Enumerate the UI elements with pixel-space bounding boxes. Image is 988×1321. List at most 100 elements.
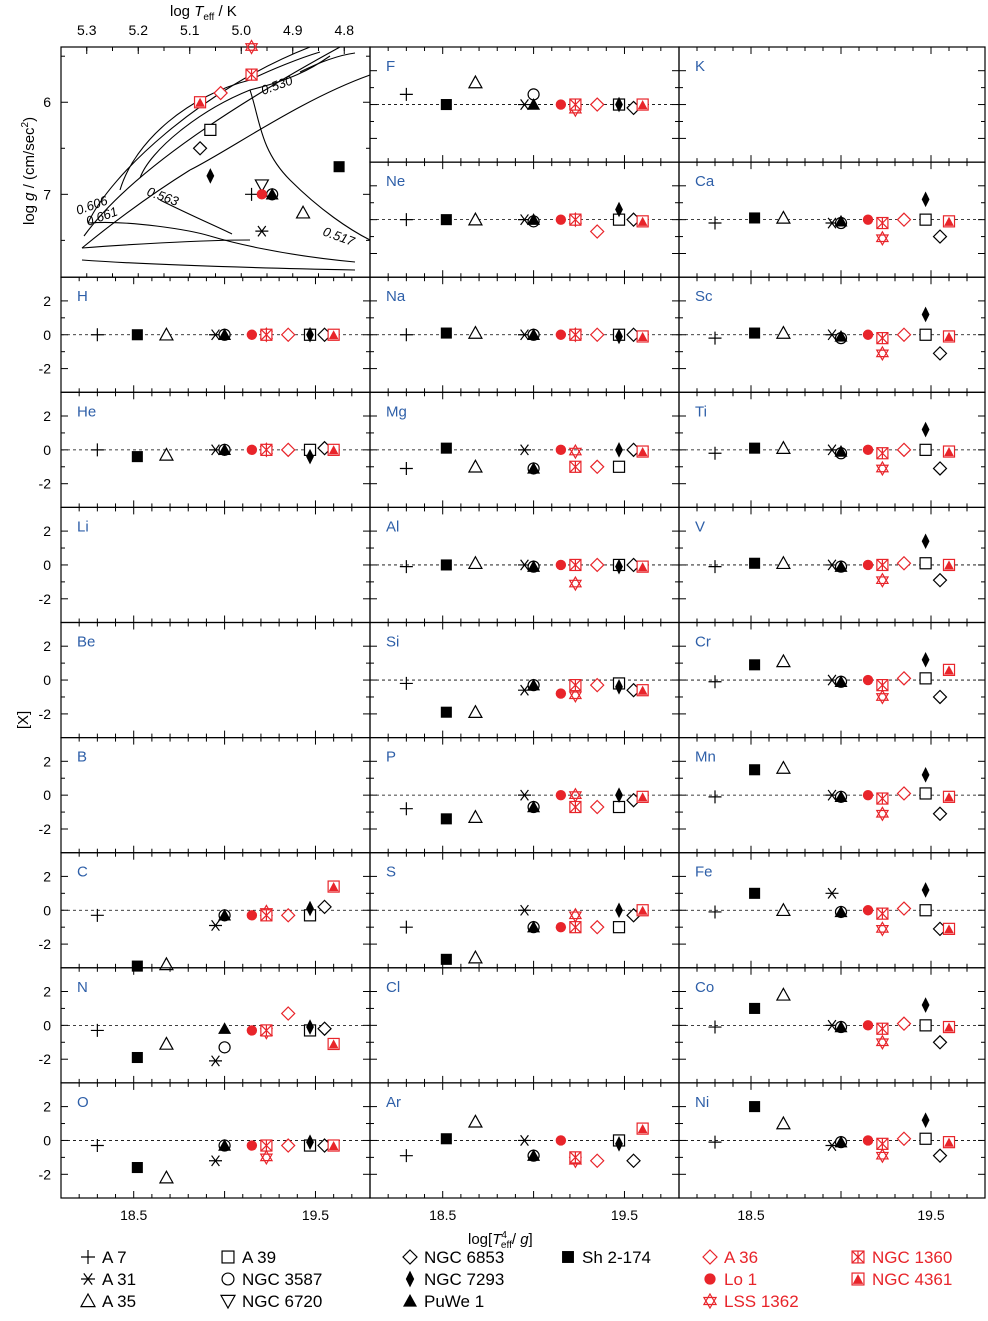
- point-a-7: [90, 1139, 104, 1153]
- point-ngc-4361: [942, 663, 956, 677]
- element-label: Mn: [695, 749, 716, 766]
- point-lo-1: [246, 444, 258, 456]
- panel-li: Li 2 0 -2: [39, 506, 371, 624]
- panel-ca: Ca: [678, 161, 986, 278]
- point-a-31: [518, 1134, 531, 1147]
- point-a-7: [708, 216, 722, 230]
- legend-item-ngc-6853: NGC 6853: [402, 1248, 504, 1267]
- legend-symbol: [403, 1294, 417, 1307]
- point-lo-1: [555, 99, 567, 110]
- point-puwe-1: [834, 560, 848, 572]
- point-ngc-4361: [327, 880, 340, 893]
- point-sh-2-174: [131, 960, 143, 972]
- point-a-31: [518, 904, 531, 916]
- point-a-31: [518, 444, 531, 456]
- point-a-35: [467, 1114, 483, 1128]
- point-lo-1: [862, 214, 874, 225]
- panel-f: F: [369, 46, 680, 163]
- point-lo-1: [555, 329, 567, 340]
- hr-point-a-31: [255, 225, 269, 237]
- top-tick-label: 4.8: [335, 22, 355, 38]
- point-sh-2-174: [440, 953, 452, 965]
- legend-symbol: [79, 1292, 97, 1308]
- element-label: Na: [386, 288, 406, 305]
- hr-point-ngc-7293: [206, 168, 215, 184]
- point-lss-1362: [568, 575, 583, 592]
- point-a-36: [589, 799, 605, 815]
- legend-item-ngc-4361: NGC 4361: [851, 1270, 952, 1289]
- point-ngc-4361: [327, 1037, 340, 1051]
- legend-item-lo-1: Lo 1: [704, 1270, 757, 1289]
- point-sh-2-174: [131, 1051, 143, 1064]
- panel-cr: Cr: [678, 621, 986, 739]
- point-a-36: [896, 327, 912, 343]
- point-a-7: [708, 790, 722, 804]
- point-a-7: [399, 560, 413, 574]
- point-lss-1362: [568, 787, 583, 803]
- point-a-36: [896, 1016, 912, 1032]
- point-ngc-4361: [636, 684, 649, 697]
- element-label: Ni: [695, 1094, 709, 1111]
- point-lss-1362: [875, 345, 890, 362]
- point-a-36: [896, 786, 912, 801]
- point-ngc-1360: [876, 792, 889, 805]
- x-tick-label: 18.5: [429, 1207, 456, 1223]
- track-label: 0.530: [259, 72, 295, 97]
- legend-item-sh-2-174: Sh 2-174: [562, 1248, 651, 1267]
- point-sh-2-174: [749, 327, 761, 339]
- point-a-35: [467, 949, 483, 964]
- legend-symbol: [851, 1250, 865, 1264]
- element-label: He: [77, 403, 96, 420]
- point-ngc-4361: [636, 1122, 649, 1135]
- point-lo-1: [555, 559, 567, 571]
- point-lss-1362: [875, 1147, 890, 1164]
- y-tick-label: 0: [43, 557, 51, 573]
- point-puwe-1: [527, 213, 541, 225]
- point-ngc-1360: [876, 447, 889, 460]
- element-label: O: [77, 1094, 89, 1111]
- point-a-36: [896, 555, 912, 571]
- legend-symbol: [221, 1272, 235, 1286]
- x-tick-label: 18.5: [737, 1207, 764, 1223]
- point-a-7: [399, 920, 413, 934]
- point-ngc-7293: [306, 326, 314, 343]
- legend-item-a-36: A 36: [702, 1248, 758, 1267]
- panel-ar: Ar: [369, 1082, 680, 1199]
- point-ngc-6853: [317, 899, 332, 915]
- panel-v: V: [678, 506, 986, 624]
- point-ngc-7293: [921, 1112, 930, 1128]
- point-puwe-1: [834, 675, 848, 687]
- y-tick-label: 0: [43, 787, 51, 803]
- point-ngc-7293: [615, 328, 623, 345]
- point-a-36: [280, 1138, 296, 1153]
- point-ngc-1360: [569, 1151, 582, 1164]
- point-a-35: [775, 1115, 791, 1130]
- point-ngc-1360: [876, 558, 889, 572]
- point-ngc-7293: [921, 651, 930, 668]
- point-puwe-1: [527, 461, 541, 474]
- x-axis-label: log[T4 eff/ g]: [468, 1230, 533, 1251]
- legend-item-ngc-1360: NGC 1360: [851, 1248, 952, 1267]
- point-sh-2-174: [749, 212, 761, 224]
- point-a-7: [90, 328, 104, 342]
- point-ngc-6853: [317, 1021, 332, 1037]
- point-sh-2-174: [440, 327, 452, 339]
- point-puwe-1: [218, 1022, 232, 1034]
- element-label: Ti: [695, 403, 707, 420]
- point-lo-1: [862, 1135, 874, 1146]
- point-puwe-1: [834, 1020, 848, 1033]
- point-a-35: [775, 760, 791, 774]
- evolution-track: [81, 169, 191, 249]
- panel-na: Na: [369, 276, 680, 393]
- y-tick-label: 2: [43, 638, 51, 654]
- point-a-35: [467, 211, 483, 226]
- point-ngc-4361: [636, 330, 649, 343]
- evolution-track: [87, 221, 211, 237]
- point-ngc-1360: [569, 679, 582, 692]
- point-sh-2-174: [440, 706, 452, 718]
- panel-k: K: [678, 46, 986, 163]
- element-label: P: [386, 749, 396, 766]
- point-ngc-1360: [876, 907, 889, 920]
- legend-symbol: [405, 1270, 415, 1288]
- point-sh-2-174: [749, 659, 761, 671]
